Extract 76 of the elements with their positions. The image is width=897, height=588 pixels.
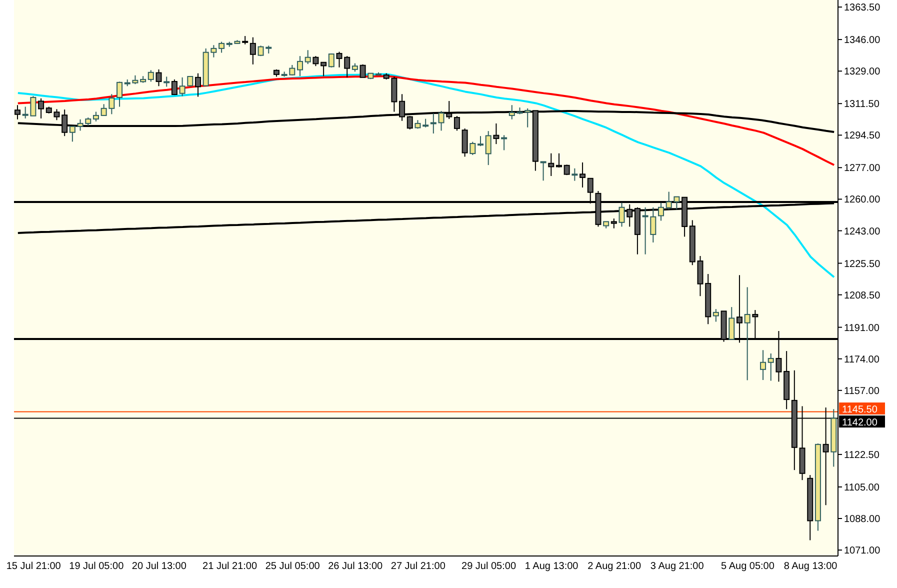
candlestick [250, 36, 256, 65]
x-tick-label: 5 Aug 05:00 [721, 561, 775, 572]
x-tick-label: 3 Aug 21:00 [650, 561, 704, 572]
x-tick-label: 2 Aug 21:00 [588, 561, 642, 572]
x-tick-label: 1 Aug 13:00 [524, 561, 579, 572]
candlestick [218, 41, 225, 54]
candlestick [501, 134, 508, 151]
candlestick [556, 152, 562, 168]
candlestick [524, 108, 531, 128]
y-tick-label: 1088.00 [844, 514, 881, 526]
candlestick [171, 78, 178, 96]
candlestick [38, 98, 44, 119]
x-tick-label: 26 Jul 13:00 [328, 561, 384, 572]
candlestick [712, 308, 719, 322]
y-tick-label: 1157.00 [844, 386, 880, 397]
candlestick [478, 136, 484, 147]
candlestick [406, 116, 413, 130]
candlestick [470, 141, 476, 156]
candlestick [92, 111, 99, 122]
x-tick-label: 8 Aug 13:00 [784, 561, 838, 572]
y-tick-label: 1225.50 [844, 258, 881, 270]
candlestick [312, 56, 319, 67]
ref-line-label: 1142.00 [842, 418, 878, 429]
line-series [16, 73, 836, 278]
candlestick [69, 126, 76, 142]
y-tick-label: 1294.50 [844, 130, 881, 142]
candlestick [540, 161, 546, 182]
candlestick [320, 62, 327, 77]
y-tick-label: 1311.50 [844, 99, 880, 110]
line-series [16, 75, 836, 166]
y-tick-label: 1329.00 [844, 66, 881, 78]
y-tick-label: 1277.00 [844, 163, 881, 174]
y-tick-label: 1105.00 [844, 482, 880, 494]
y-tick-label: 1363.50 [844, 2, 881, 14]
ref-line-label: 1145.50 [842, 404, 878, 416]
y-tick-label: 1122.50 [844, 450, 880, 462]
candlestick [744, 286, 750, 381]
x-tick-label: 29 Jul 05:00 [462, 561, 516, 572]
y-tick-label: 1346.00 [844, 35, 881, 46]
y-tick-label: 1191.00 [844, 322, 880, 334]
candlestick [438, 110, 444, 132]
candlestick [462, 128, 468, 158]
candlestick [728, 306, 735, 340]
candlestick [768, 352, 774, 382]
candlestick [164, 76, 170, 88]
candlestick [610, 218, 617, 229]
candlestick [572, 168, 578, 182]
x-tick-label: 27 Jul 21:00 [390, 561, 446, 572]
y-tick-label: 1071.00 [844, 546, 881, 557]
x-tick-label: 19 Jul 05:00 [69, 561, 124, 572]
candlestick [485, 130, 492, 166]
candlestick [297, 56, 304, 77]
candlestick [360, 64, 366, 78]
candlestick [618, 202, 625, 228]
candlestick [658, 202, 664, 222]
candlestick [156, 68, 162, 87]
y-tick-label: 1260.00 [844, 194, 881, 206]
candlestick [328, 52, 334, 68]
x-tick-label: 25 Jul 05:00 [265, 561, 320, 572]
candlestick [194, 72, 201, 98]
candlestick [580, 162, 586, 188]
candlestick [304, 50, 311, 65]
candlestick [454, 116, 460, 132]
y-tick-label: 1208.50 [844, 290, 881, 302]
y-tick-label: 1243.00 [844, 226, 881, 238]
candlestick [116, 81, 123, 108]
x-tick-label: 15 Jul 21:00 [6, 561, 62, 572]
candlestick [760, 350, 766, 381]
candlestick [548, 152, 554, 176]
x-tick-label: 21 Jul 21:00 [202, 561, 258, 572]
candlestick [14, 104, 20, 120]
candlestick [148, 70, 154, 82]
x-tick-label: 20 Jul 13:00 [132, 561, 187, 572]
candlestick [430, 112, 436, 134]
y-tick-label: 1174.00 [844, 354, 880, 366]
candlestick [493, 122, 500, 145]
